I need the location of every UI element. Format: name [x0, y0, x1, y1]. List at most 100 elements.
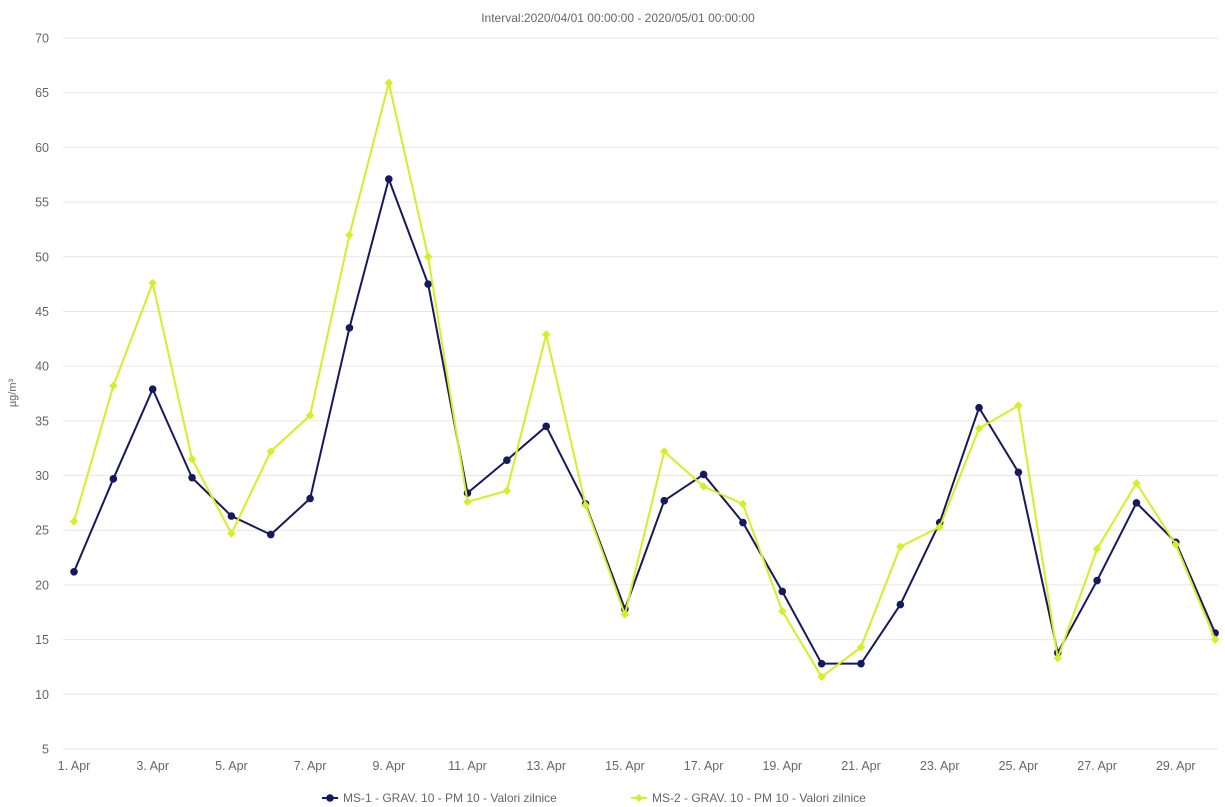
series-2 [69, 78, 1220, 682]
data-point[interactable] [778, 606, 787, 616]
x-tick-label: 5. Apr [215, 759, 248, 773]
data-point[interactable] [660, 496, 669, 505]
legend-item-2[interactable]: MS-2 - GRAV. 10 - PM 10 - Valori zilnice [631, 791, 866, 805]
data-point[interactable] [227, 512, 236, 520]
series-line [73, 81, 1217, 678]
data-point[interactable] [384, 78, 393, 88]
data-point[interactable] [699, 470, 708, 479]
data-point[interactable] [856, 643, 866, 652]
x-tick-label: 3. Apr [136, 759, 169, 773]
data-point[interactable] [385, 175, 393, 183]
y-tick-label: 15 [35, 633, 49, 647]
x-tick-label: 13. Apr [526, 759, 566, 773]
data-point[interactable] [896, 600, 905, 609]
data-point[interactable] [974, 424, 984, 433]
x-tick-label: 1. Apr [58, 759, 91, 773]
y-tick-label: 10 [35, 688, 49, 702]
data-point[interactable] [187, 454, 197, 464]
x-tick-label: 23. Apr [920, 759, 960, 773]
data-point[interactable] [306, 494, 314, 503]
data-point[interactable] [266, 530, 275, 539]
data-point[interactable] [1014, 468, 1023, 477]
series-1 [70, 175, 1219, 668]
data-point[interactable] [463, 497, 472, 506]
data-point[interactable] [148, 278, 157, 288]
data-point[interactable] [1210, 635, 1220, 644]
x-tick-label: 21. Apr [841, 759, 881, 773]
data-point[interactable] [188, 473, 196, 482]
y-tick-label: 35 [35, 414, 49, 428]
y-axis-label: µg/m³ [7, 378, 19, 407]
data-point[interactable] [1093, 576, 1101, 585]
data-point[interactable] [817, 659, 826, 668]
data-point[interactable] [1014, 401, 1023, 410]
data-point[interactable] [109, 475, 118, 483]
data-point[interactable] [109, 381, 118, 391]
y-tick-label: 55 [35, 196, 49, 210]
data-point[interactable] [345, 230, 354, 240]
data-point[interactable] [1053, 654, 1062, 663]
data-point[interactable] [581, 500, 590, 510]
data-point[interactable] [70, 567, 78, 576]
data-point[interactable] [69, 517, 79, 526]
data-point[interactable] [305, 411, 315, 420]
data-point[interactable] [542, 422, 550, 431]
data-point[interactable] [227, 529, 236, 538]
y-tick-label: 65 [35, 86, 49, 100]
data-point[interactable] [935, 522, 944, 532]
data-point[interactable] [266, 447, 275, 456]
data-point[interactable] [699, 482, 708, 491]
series-group [69, 78, 1220, 682]
x-tick-label: 15. Apr [605, 759, 645, 773]
x-tick-label: 19. Apr [762, 759, 802, 773]
data-point[interactable] [975, 403, 983, 412]
legend-label: MS-1 - GRAV. 10 - PM 10 - Valori zilnice [343, 791, 557, 805]
data-point[interactable] [738, 499, 748, 509]
x-tick-label: 27. Apr [1077, 759, 1117, 773]
data-point[interactable] [345, 324, 354, 332]
data-point[interactable] [739, 518, 747, 527]
data-point[interactable] [1132, 478, 1141, 488]
x-axis-ticks: 1. Apr 3. Apr 5. Apr 7. Apr 9. Apr 11. Apr 13.… [58, 759, 1196, 773]
data-point[interactable] [423, 252, 433, 261]
x-tick-label: 9. Apr [372, 759, 405, 773]
legend-label: MS-2 - GRAV. 10 - PM 10 - Valori zilnice [652, 791, 866, 805]
y-tick-label: 30 [35, 469, 49, 483]
data-point[interactable] [148, 385, 157, 393]
y-tick-label: 40 [35, 360, 49, 374]
data-point[interactable] [620, 610, 630, 619]
y-tick-label: 60 [35, 141, 49, 155]
data-point[interactable] [1132, 499, 1141, 507]
data-point[interactable] [1092, 544, 1102, 554]
x-tick-label: 29. Apr [1156, 759, 1196, 773]
data-point[interactable] [857, 659, 865, 668]
data-point[interactable] [660, 447, 669, 456]
y-tick-label: 70 [35, 32, 49, 46]
legend-marker [635, 794, 643, 802]
data-point[interactable] [502, 486, 512, 496]
x-tick-label: 25. Apr [999, 759, 1039, 773]
y-tick-label: 5 [42, 743, 49, 757]
data-point[interactable] [542, 330, 551, 339]
legend[interactable]: MS-1 - GRAV. 10 - PM 10 - Valori zilnice… [322, 791, 866, 805]
series-line [73, 178, 1217, 665]
legend-marker [326, 794, 334, 802]
data-point[interactable] [896, 542, 905, 551]
data-point[interactable] [1171, 540, 1180, 549]
y-axis-ticks: 5 10 15 20 25 30 35 40 45 50 55 60 65 70 [35, 32, 49, 757]
y-tick-label: 50 [35, 250, 49, 264]
legend-item-1[interactable]: MS-1 - GRAV. 10 - PM 10 - Valori zilnice [322, 791, 557, 805]
y-tick-label: 45 [35, 305, 49, 319]
data-point[interactable] [778, 587, 787, 596]
y-tick-label: 20 [35, 578, 49, 592]
data-point[interactable] [503, 456, 511, 465]
x-tick-label: 11. Apr [448, 759, 487, 773]
data-point[interactable] [424, 280, 432, 288]
gridlines [63, 37, 1218, 750]
x-tick-label: 7. Apr [294, 759, 327, 773]
y-tick-label: 25 [35, 524, 49, 538]
data-point[interactable] [817, 672, 826, 682]
x-tick-label: 17. Apr [684, 759, 724, 773]
